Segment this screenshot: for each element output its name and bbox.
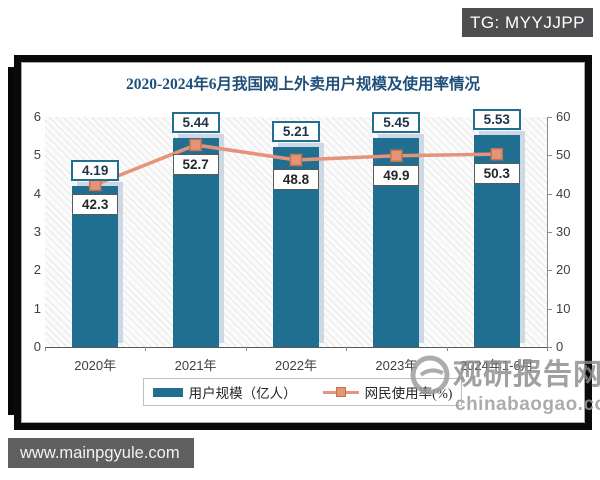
line-value-label: 52.7 xyxy=(172,153,219,175)
right-axis-tick-label: 10 xyxy=(556,300,571,316)
bar-value-label: 5.45 xyxy=(372,112,421,134)
line-marker xyxy=(189,138,202,152)
chart-inner: 2020-2024年6月我国网上外卖用户规模及使用率情况 用户规模（亿人） 网民使… xyxy=(21,62,600,423)
legend-bar-swatch xyxy=(152,387,183,397)
legend-label: 网民使用率(%) xyxy=(364,386,453,401)
chart-legend: 用户规模（亿人） 网民使用率(%) xyxy=(143,378,462,406)
bar-value-label: 5.44 xyxy=(171,112,220,134)
x-axis-tick xyxy=(446,347,448,351)
left-axis-tick-label: 1 xyxy=(33,300,41,316)
x-axis-tick xyxy=(547,347,548,351)
right-axis-tick xyxy=(547,232,552,233)
line-value-label: 48.8 xyxy=(273,168,319,190)
tg-badge: TG: MYYJJPP xyxy=(462,8,593,37)
line-marker xyxy=(289,153,303,167)
bar-value-label: 5.21 xyxy=(272,121,320,143)
chart-frame: 2020-2024年6月我国网上外卖用户规模及使用率情况 用户规模（亿人） 网民使… xyxy=(14,55,600,430)
usage-rate-line xyxy=(88,138,504,192)
x-axis-category-label: 2021年 xyxy=(174,358,217,373)
right-axis-tick xyxy=(547,347,552,348)
left-axis-tick-label: 0 xyxy=(33,339,41,354)
frame-edge-decoration xyxy=(8,67,15,415)
x-axis-tick xyxy=(346,347,348,351)
right-axis-tick xyxy=(547,155,552,157)
chart-title: 2020-2024年6月我国网上外卖用户规模及使用率情况 xyxy=(126,76,480,93)
right-axis-tick xyxy=(547,308,552,310)
legend-item-usage-rate: 网民使用率(%) xyxy=(322,382,453,402)
x-axis-tick xyxy=(45,347,46,351)
right-axis-tick-label: 30 xyxy=(556,224,571,239)
line-value-label: 42.3 xyxy=(72,193,119,215)
legend-item-user-scale: 用户规模（亿人） xyxy=(152,382,297,402)
right-axis-tick xyxy=(547,117,552,118)
left-axis-tick-label: 6 xyxy=(33,109,41,124)
x-axis-category-label: 2024年1-6月 xyxy=(459,358,534,373)
left-axis-tick-label: 3 xyxy=(33,224,41,239)
bar-value-label: 4.19 xyxy=(71,160,120,182)
line-marker xyxy=(490,147,504,161)
line-value-label: 50.3 xyxy=(473,163,520,185)
watermark-domain: chinabaogao.com xyxy=(455,394,600,415)
line-value-label: 49.9 xyxy=(373,164,420,186)
legend-line-marker xyxy=(335,386,346,397)
x-axis-line xyxy=(45,347,547,348)
right-axis-tick-label: 0 xyxy=(556,339,564,354)
legend-line-swatch xyxy=(322,386,359,398)
x-axis-category-label: 2020年 xyxy=(74,358,117,373)
left-axis-tick-label: 2 xyxy=(33,262,41,278)
plot-area xyxy=(45,117,547,347)
line-marker xyxy=(390,149,403,162)
left-axis-tick-label: 5 xyxy=(33,147,41,163)
url-badge: www.mainpgyule.com xyxy=(8,438,194,468)
bar-value-label: 5.53 xyxy=(472,109,521,131)
x-axis-tick xyxy=(145,347,147,351)
right-axis-tick-label: 50 xyxy=(556,147,571,163)
right-axis-tick-label: 60 xyxy=(556,109,571,124)
x-axis-tick xyxy=(245,347,247,351)
left-axis-tick-label: 4 xyxy=(33,185,41,201)
right-axis-tick xyxy=(547,270,552,272)
right-axis-tick xyxy=(547,193,552,195)
right-axis-tick-label: 40 xyxy=(556,185,571,201)
x-axis-category-label: 2022年 xyxy=(275,358,317,373)
right-axis-tick-label: 20 xyxy=(556,262,571,278)
x-axis-category-label: 2023年 xyxy=(375,358,418,373)
legend-label: 用户规模（亿人） xyxy=(188,386,297,401)
